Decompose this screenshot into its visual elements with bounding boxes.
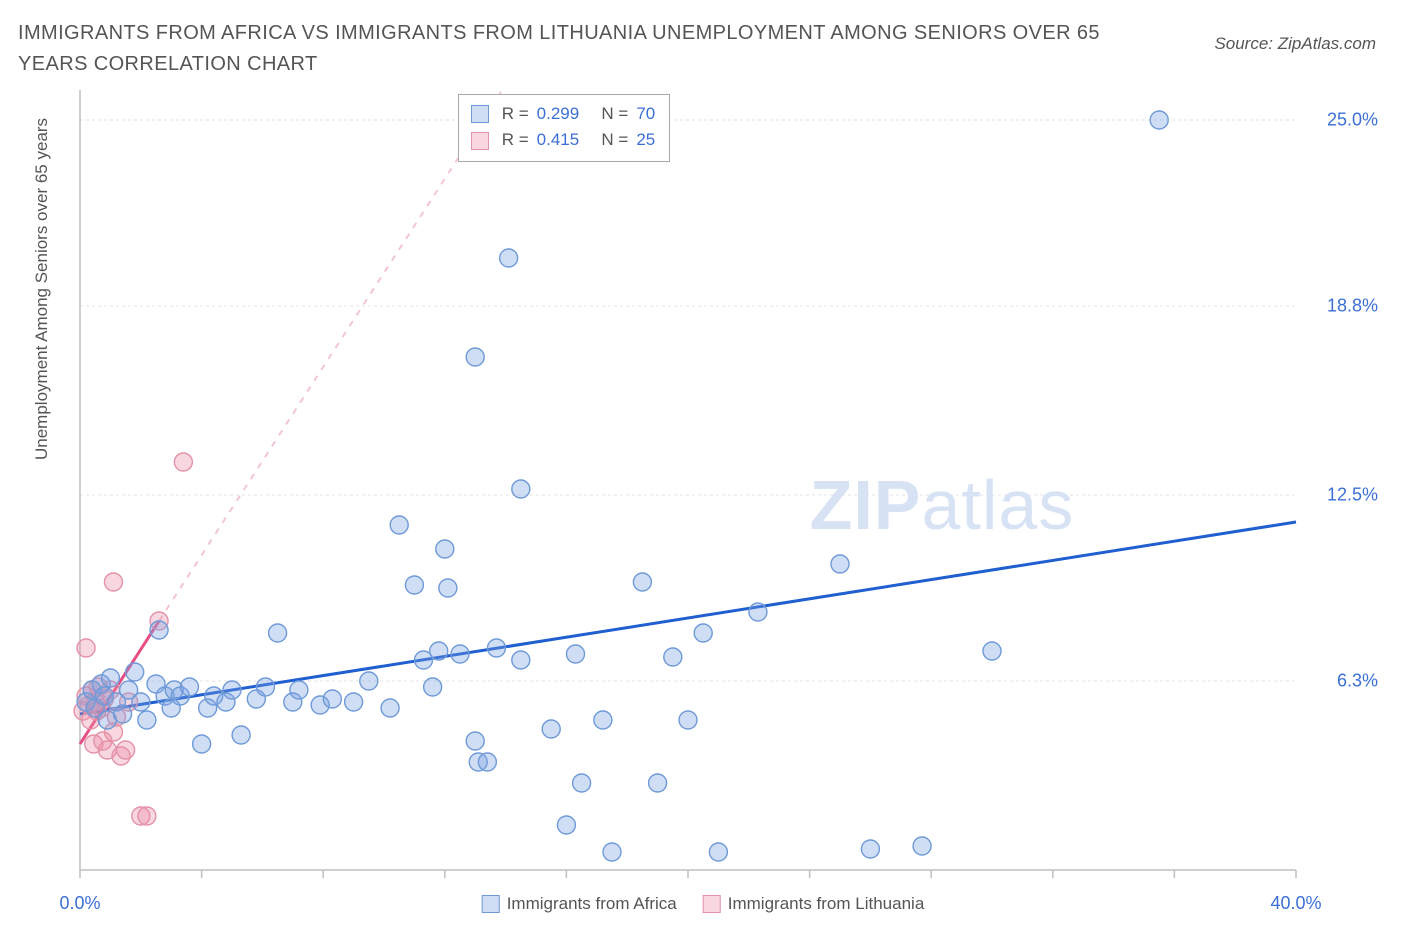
- legend-swatch: [703, 895, 721, 913]
- legend-swatch: [471, 132, 489, 150]
- chart-title: IMMIGRANTS FROM AFRICA VS IMMIGRANTS FRO…: [18, 18, 1148, 80]
- legend-item: Immigrants from Africa: [482, 894, 677, 914]
- x-tick-labels: 0.0%40.0%: [18, 94, 1388, 910]
- stats-n-value: 25: [636, 127, 655, 153]
- stats-legend: R = 0.299 N = 70 R = 0.415 N = 25: [458, 94, 670, 162]
- legend-item: Immigrants from Lithuania: [703, 894, 925, 914]
- legend-label: Immigrants from Africa: [507, 894, 677, 914]
- stats-row: R = 0.299 N = 70: [471, 101, 655, 127]
- stats-n-label: N =: [587, 127, 628, 153]
- x-tick-label: 0.0%: [59, 893, 100, 914]
- chart-area: Unemployment Among Seniors over 65 years…: [18, 90, 1388, 910]
- stats-r-label: R =: [497, 127, 529, 153]
- stats-r-value: 0.299: [537, 101, 580, 127]
- chart-source: Source: ZipAtlas.com: [1214, 18, 1376, 54]
- stats-n-label: N =: [587, 101, 628, 127]
- legend-label: Immigrants from Lithuania: [728, 894, 925, 914]
- stats-r-value: 0.415: [537, 127, 580, 153]
- stats-row: R = 0.415 N = 25: [471, 127, 655, 153]
- x-tick-label: 40.0%: [1270, 893, 1321, 914]
- series-legend: Immigrants from Africa Immigrants from Li…: [482, 894, 925, 914]
- stats-r-label: R =: [497, 101, 529, 127]
- stats-n-value: 70: [636, 101, 655, 127]
- legend-swatch: [482, 895, 500, 913]
- legend-swatch: [471, 105, 489, 123]
